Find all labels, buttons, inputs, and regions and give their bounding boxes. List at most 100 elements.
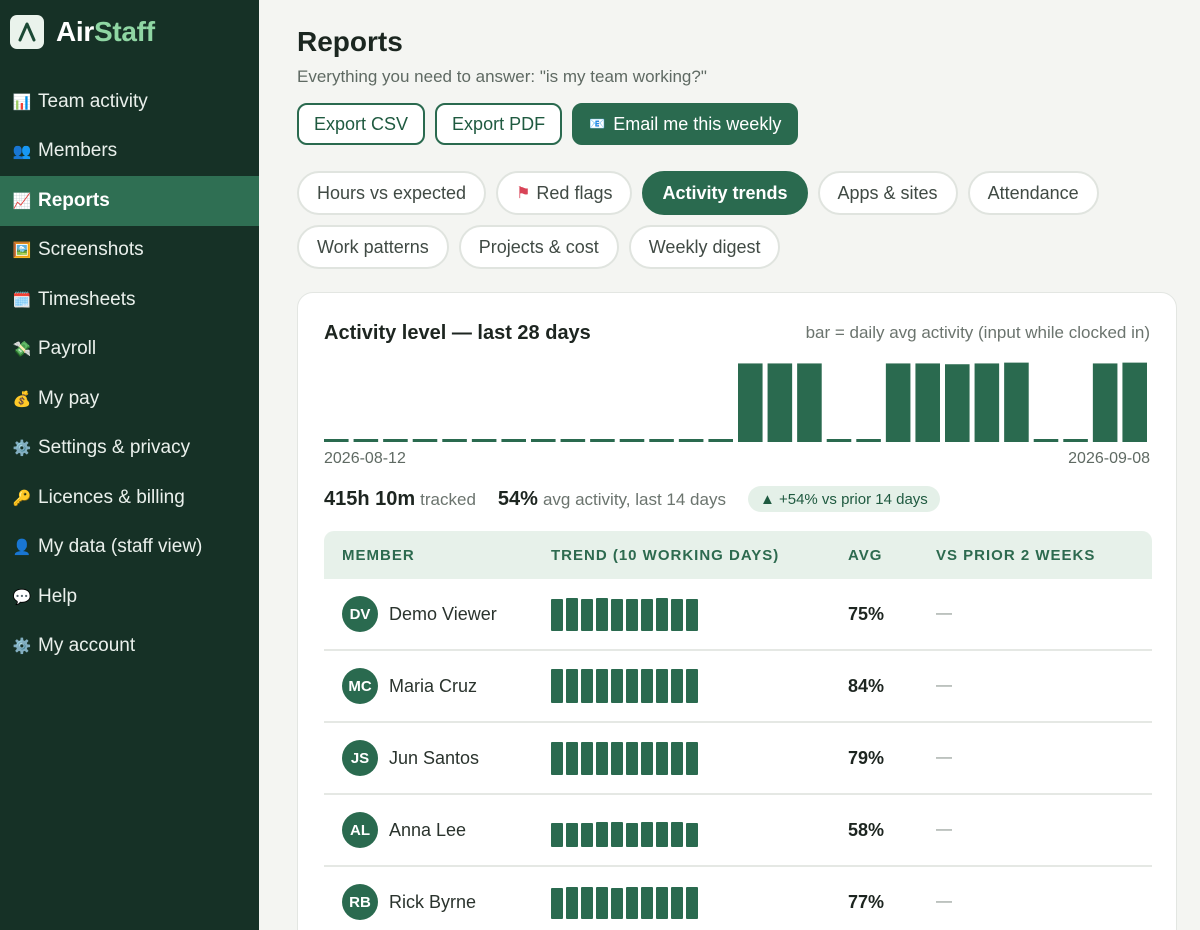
trend-bar bbox=[656, 821, 668, 847]
trend-bar bbox=[626, 741, 638, 775]
member-cell: JS Jun Santos bbox=[324, 740, 551, 776]
money-bag-icon: 💰 bbox=[12, 390, 32, 408]
trend-cell bbox=[551, 813, 848, 847]
activity-bar bbox=[501, 439, 526, 442]
sidebar-item-my-data-staff-view[interactable]: 👤 My data (staff view) bbox=[0, 523, 259, 573]
table-row[interactable]: JS Jun Santos 79% — bbox=[324, 723, 1152, 795]
tab-label: Apps & sites bbox=[837, 182, 938, 203]
trend-bar bbox=[581, 822, 593, 847]
tab-work-patterns[interactable]: Work patterns bbox=[297, 225, 449, 269]
trend-bar bbox=[611, 887, 623, 919]
avatar: JS bbox=[342, 740, 378, 776]
activity-bar bbox=[383, 439, 408, 442]
tracked-label: tracked bbox=[420, 489, 476, 509]
trend-sparkline bbox=[551, 597, 848, 631]
trend-bar bbox=[656, 669, 668, 703]
header-trend[interactable]: TREND (10 WORKING DAYS) bbox=[551, 546, 780, 564]
avg-label: avg activity, last 14 days bbox=[542, 489, 726, 509]
tab-projects-cost[interactable]: Projects & cost bbox=[458, 225, 619, 269]
avatar: MC bbox=[342, 668, 378, 704]
vs-prior-value: — bbox=[936, 605, 952, 622]
sidebar-item-payroll[interactable]: 💸 Payroll bbox=[0, 325, 259, 375]
tab-red-flags[interactable]: ⚑ Red flags bbox=[496, 171, 633, 215]
sidebar-item-settings-privacy[interactable]: ⚙️ Settings & privacy bbox=[0, 424, 259, 474]
trend-cell bbox=[551, 597, 848, 631]
member-name[interactable]: Maria Cruz bbox=[389, 675, 478, 696]
avg-value: 75% bbox=[848, 603, 885, 624]
trend-sparkline bbox=[551, 669, 848, 703]
table-row[interactable]: AL Anna Lee 58% — bbox=[324, 795, 1152, 867]
tab-hours-vs-expected[interactable]: Hours vs expected bbox=[297, 171, 487, 215]
trend-bar bbox=[671, 887, 683, 919]
brand[interactable]: AirStaff bbox=[10, 15, 155, 49]
activity-card: Activity level — last 28 days bar = dail… bbox=[297, 292, 1177, 930]
sidebar-item-my-pay[interactable]: 💰 My pay bbox=[0, 374, 259, 424]
sidebar-item-team-activity[interactable]: 📊 Team activity bbox=[0, 77, 259, 127]
member-name[interactable]: Rick Byrne bbox=[389, 891, 477, 912]
change-badge: ▲ +54% vs prior 14 days bbox=[747, 486, 940, 512]
sidebar-item-screenshots[interactable]: 🖼️ Screenshots bbox=[0, 226, 259, 276]
vs-prior-value: — bbox=[936, 677, 952, 694]
tab-weekly-digest[interactable]: Weekly digest bbox=[628, 225, 781, 269]
avg-value: 54% bbox=[497, 487, 538, 510]
email-weekly-label: Email me this weekly bbox=[613, 113, 782, 134]
activity-bar-chart bbox=[324, 362, 1147, 442]
axis-end-label: 2026-09-08 bbox=[1068, 450, 1150, 467]
activity-bar bbox=[412, 439, 438, 442]
sidebar-item-label: My account bbox=[38, 635, 136, 657]
activity-bar bbox=[797, 363, 822, 442]
tab-attendance[interactable]: Attendance bbox=[967, 171, 1099, 215]
trend-bar bbox=[551, 742, 563, 775]
people-icon: 👥 bbox=[12, 143, 32, 161]
trend-bar bbox=[641, 742, 653, 775]
activity-bar bbox=[442, 439, 467, 442]
table-row[interactable]: RB Rick Byrne 77% — bbox=[324, 867, 1152, 930]
activity-bar bbox=[1122, 362, 1147, 442]
sidebar-item-members[interactable]: 👥 Members bbox=[0, 127, 259, 177]
table-row[interactable]: DV Demo Viewer 75% — bbox=[324, 579, 1152, 651]
sidebar-item-label: Payroll bbox=[38, 338, 97, 360]
tab-activity-trends[interactable]: Activity trends bbox=[642, 171, 808, 215]
member-name[interactable]: Jun Santos bbox=[389, 747, 480, 768]
activity-bar bbox=[1004, 362, 1029, 442]
tracked-stat: 415h 10m tracked bbox=[324, 488, 476, 511]
export-pdf-button[interactable]: Export PDF bbox=[435, 103, 563, 145]
activity-bar bbox=[915, 363, 940, 442]
trend-bar bbox=[626, 598, 638, 631]
sidebar-item-timesheets[interactable]: 🗓️ Timesheets bbox=[0, 275, 259, 325]
trend-bar bbox=[611, 669, 623, 703]
gear-icon: ⚙️ bbox=[12, 440, 32, 458]
header-vs-prior[interactable]: VS PRIOR 2 WEEKS bbox=[936, 546, 1096, 564]
action-bar: Export CSV Export PDF 📧 Email me this we… bbox=[297, 103, 799, 145]
sidebar-item-licences-billing[interactable]: 🔑 Licences & billing bbox=[0, 473, 259, 523]
tab-apps-sites[interactable]: Apps & sites bbox=[817, 171, 958, 215]
sidebar-item-label: Licences & billing bbox=[38, 486, 185, 508]
trend-bar bbox=[596, 598, 608, 631]
trend-bar bbox=[641, 669, 653, 703]
activity-bar bbox=[678, 439, 704, 442]
trend-sparkline bbox=[551, 813, 848, 847]
member-name[interactable]: Anna Lee bbox=[389, 819, 467, 840]
email-weekly-button[interactable]: 📧 Email me this weekly bbox=[572, 103, 799, 145]
trend-sparkline bbox=[551, 741, 848, 775]
trend-bar bbox=[611, 599, 623, 631]
sidebar-item-my-account[interactable]: ⚙️ My account bbox=[0, 622, 259, 672]
trend-bar bbox=[671, 742, 683, 775]
trend-bar bbox=[551, 823, 563, 847]
trend-bar bbox=[596, 887, 608, 919]
key-icon: 🔑 bbox=[12, 489, 32, 507]
tab-label: Hours vs expected bbox=[317, 182, 467, 203]
header-member[interactable]: MEMBER bbox=[342, 546, 415, 564]
trend-cell bbox=[551, 669, 848, 703]
page-title: Reports bbox=[297, 26, 403, 57]
table-row[interactable]: MC Maria Cruz 84% — bbox=[324, 651, 1152, 723]
member-name[interactable]: Demo Viewer bbox=[389, 603, 497, 624]
sidebar-item-help[interactable]: 💬 Help bbox=[0, 572, 259, 622]
header-avg[interactable]: AVG bbox=[848, 546, 883, 564]
export-csv-button[interactable]: Export CSV bbox=[297, 103, 426, 145]
sidebar-item-label: Help bbox=[38, 585, 78, 607]
activity-bar bbox=[560, 439, 586, 442]
avg-value: 77% bbox=[848, 891, 885, 912]
red-flag-icon: ⚑ bbox=[516, 185, 531, 202]
sidebar-item-reports[interactable]: 📈 Reports bbox=[0, 176, 259, 226]
